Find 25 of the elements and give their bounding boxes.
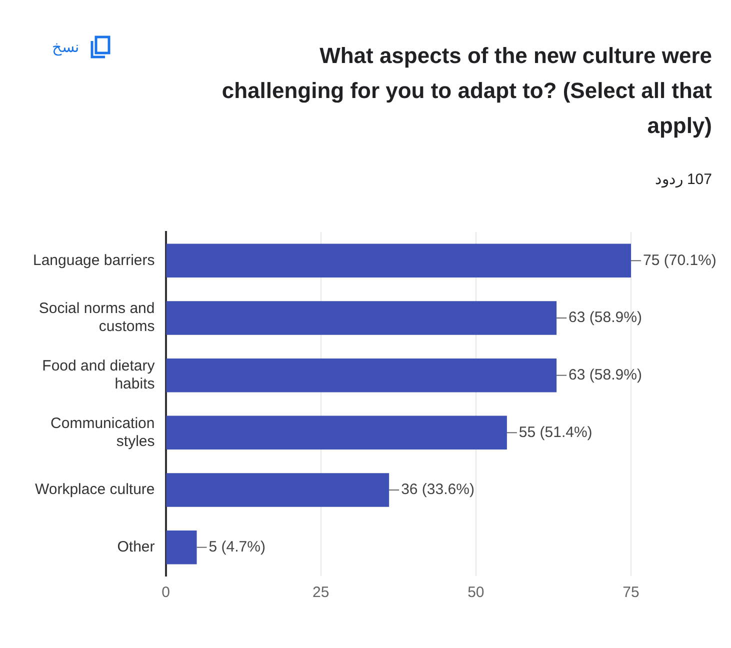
x-tick-label: 0	[162, 584, 170, 602]
bar	[166, 530, 197, 564]
text: 107 ردود	[654, 170, 712, 188]
bar	[166, 244, 631, 278]
data-label: 63 (58.9%)	[568, 309, 642, 326]
y-tick-label: Food and dietary habits	[42, 357, 156, 392]
y-tick-label: Workplace culture	[34, 481, 155, 498]
y-tick-label: Other	[117, 538, 155, 556]
bar	[166, 301, 557, 335]
x-tick-label: 50	[468, 584, 484, 602]
y-tick-label: Communication styles	[50, 414, 155, 450]
data-label: 36 (33.6%)	[401, 481, 474, 498]
data-label: 75 (70.1%)	[643, 252, 716, 269]
data-label: 55 (51.4%)	[518, 424, 592, 441]
bar	[166, 473, 390, 507]
bar	[166, 358, 557, 392]
x-tick-label: 75	[622, 584, 640, 602]
chart-title: What aspects of the new culture were challenging for you to adapt to? (Select all that apply)	[220, 42, 712, 140]
text: نسخ	[52, 38, 79, 56]
data-label: 5 (4.7%)	[208, 538, 266, 556]
y-tick-label: Language barriers	[32, 252, 155, 269]
bar	[166, 416, 507, 450]
x-tick-label: 25	[312, 584, 330, 602]
data-label: 63 (58.9%)	[568, 366, 642, 384]
y-tick-label: Social norms and customs	[38, 300, 155, 336]
